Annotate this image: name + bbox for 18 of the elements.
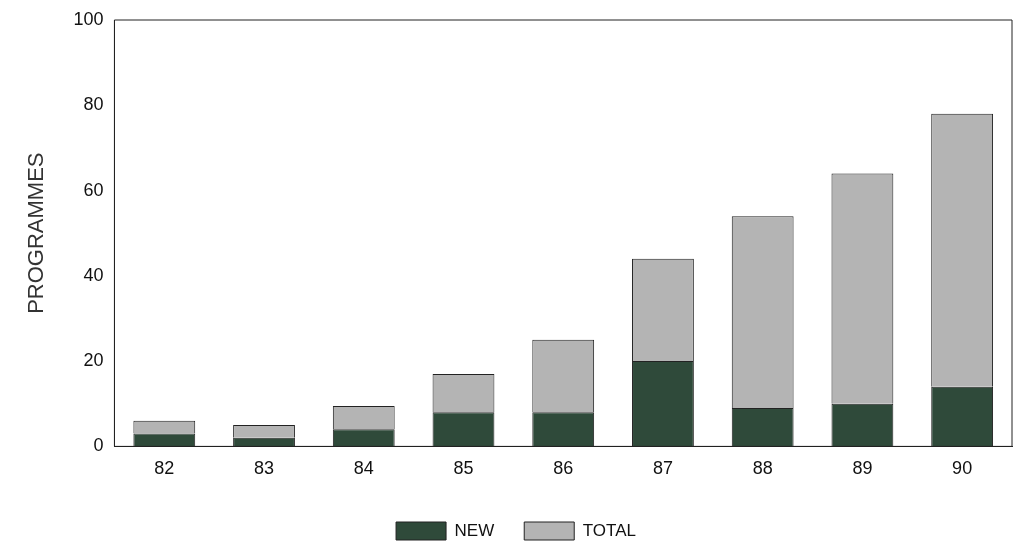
x-tick-label: 85 (453, 458, 474, 479)
y-tick-label: 20 (83, 350, 104, 371)
y-tick-label: 0 (93, 435, 104, 456)
y-tick-label: 60 (83, 179, 104, 200)
x-tick-label: 89 (852, 458, 873, 479)
x-tick-label: 86 (553, 458, 574, 479)
y-tick-label: 40 (83, 264, 104, 285)
x-tick-label: 82 (154, 458, 175, 479)
x-tick-label: 84 (353, 458, 374, 479)
y-tick-label: 80 (83, 94, 104, 115)
y-axis-title: PROGRAMMES (23, 152, 49, 314)
legend-label: NEW (454, 520, 495, 540)
x-tick-label: 83 (254, 458, 275, 479)
y-tick-label: 100 (73, 8, 104, 29)
x-tick-label: 88 (752, 458, 773, 479)
x-tick-label: 87 (652, 458, 673, 479)
x-tick-label: 90 (952, 458, 973, 479)
legend-label: TOTAL (582, 520, 636, 540)
